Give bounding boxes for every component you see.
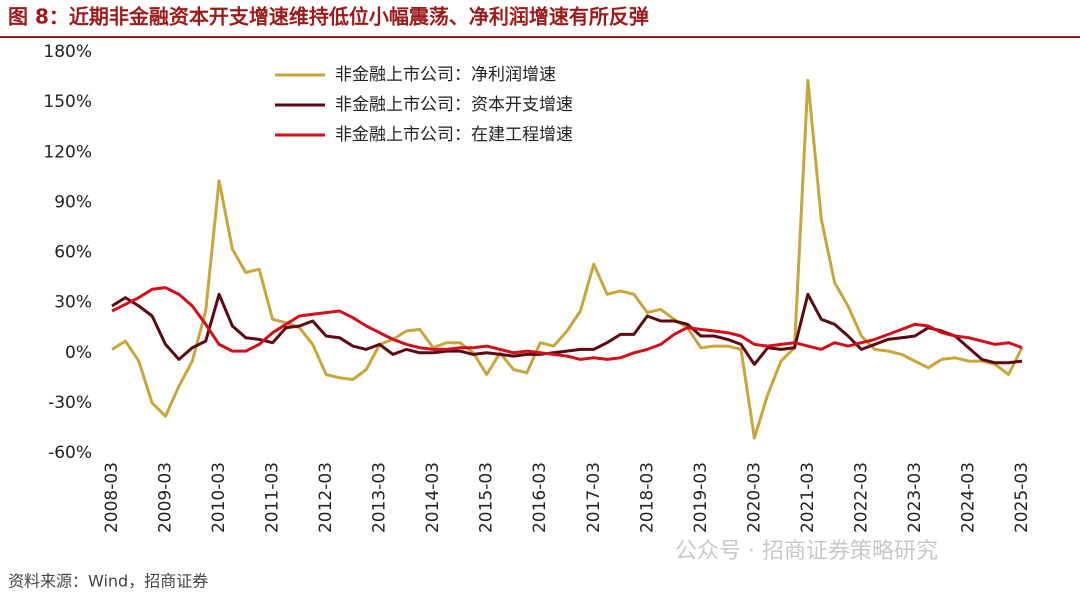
x-tick-label: 2020-03 (744, 462, 764, 533)
y-tick-label: 0% (65, 343, 92, 363)
x-tick-label: 2024-03 (958, 462, 978, 533)
y-tick-label: 30% (54, 293, 92, 313)
y-tick-label: 120% (43, 142, 92, 162)
x-tick-label: 2022-03 (851, 462, 871, 533)
y-tick-label: -60% (48, 443, 92, 463)
x-tick-label: 2009-03 (156, 462, 176, 533)
x-tick-label: 2025-03 (1012, 462, 1032, 533)
x-tick-label: 2023-03 (905, 462, 925, 533)
x-tick-label: 2017-03 (584, 462, 604, 533)
x-tick-label: 2012-03 (316, 462, 336, 533)
y-tick-label: 60% (54, 243, 92, 263)
chart-title: 图 8：近期非金融资本开支增速维持低位小幅震荡、净利润增速有所反弹 (8, 5, 649, 29)
x-tick-label: 2011-03 (263, 462, 283, 533)
series-line (111, 286, 1023, 361)
x-tick-label: 2010-03 (209, 462, 229, 533)
watermark: 公众号 · 招商证券策略研究 (675, 539, 938, 564)
x-tick-label: 2015-03 (477, 462, 497, 533)
x-tick-label: 2014-03 (423, 462, 443, 533)
legend-label: 非金融上市公司：资本开支增速 (335, 95, 573, 115)
y-tick-label: 180% (43, 42, 92, 62)
x-tick-label: 2019-03 (691, 462, 711, 533)
legend-label: 非金融上市公司：在建工程增速 (335, 125, 573, 145)
x-tick-label: 2013-03 (370, 462, 390, 533)
y-tick-label: 90% (54, 192, 92, 212)
y-tick-label: 150% (43, 92, 92, 112)
y-tick-label: -30% (48, 393, 92, 413)
source: 资料来源：Wind，招商证券 (8, 572, 208, 591)
x-tick-label: 2016-03 (530, 462, 550, 533)
x-tick-label: 2008-03 (102, 462, 122, 533)
x-tick-label: 2018-03 (637, 462, 657, 533)
legend-label: 非金融上市公司：净利润增速 (335, 65, 556, 85)
x-tick-label: 2021-03 (798, 462, 818, 533)
